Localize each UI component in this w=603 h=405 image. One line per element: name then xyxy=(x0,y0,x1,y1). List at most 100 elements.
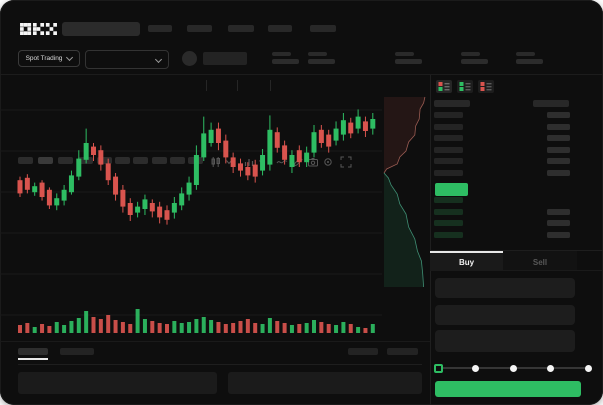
amount-slider[interactable] xyxy=(430,358,600,378)
volume-bar xyxy=(135,309,140,333)
stat-group-2 xyxy=(308,52,335,64)
settings-icon[interactable] xyxy=(322,156,334,168)
chart-bottom-divider xyxy=(0,341,430,342)
price-input[interactable] xyxy=(435,278,575,298)
ask-row[interactable] xyxy=(434,158,570,165)
line-style-icon[interactable] xyxy=(276,156,288,168)
volume-bar xyxy=(150,321,155,333)
search-input[interactable] xyxy=(62,22,140,36)
candle-body xyxy=(318,129,324,143)
timeframe-button-6[interactable] xyxy=(115,157,130,164)
slider-stop-dot[interactable] xyxy=(472,364,479,372)
volume-bar xyxy=(157,323,162,333)
volume-bar xyxy=(312,320,316,333)
volume-bar xyxy=(326,324,331,333)
slider-stop-dot[interactable] xyxy=(584,364,592,372)
candle-body xyxy=(157,206,163,218)
ask-row[interactable] xyxy=(434,112,570,118)
candles-interval-icon[interactable] xyxy=(210,156,222,168)
candle-body xyxy=(54,198,60,206)
order-book-panel xyxy=(430,75,603,251)
candle-body xyxy=(326,134,332,147)
tab-buy[interactable]: Buy xyxy=(430,251,503,271)
orders-table-left-placeholder xyxy=(18,372,217,394)
orderbook-view-combined-icon[interactable] xyxy=(436,80,452,93)
volume-bar xyxy=(267,318,272,333)
buy-submit-button[interactable] xyxy=(435,381,581,397)
orderbook-bids xyxy=(434,197,570,243)
nav-item-1[interactable] xyxy=(148,25,172,32)
timeframe-button-4[interactable] xyxy=(78,157,93,164)
timeframe-button-1[interactable] xyxy=(18,157,33,164)
volume-bar xyxy=(304,323,309,333)
candle-body xyxy=(223,140,229,158)
orders-tab-2[interactable] xyxy=(60,348,94,355)
depth-asks-area xyxy=(384,97,425,173)
ask-row[interactable] xyxy=(434,169,570,176)
candle-body xyxy=(113,176,119,195)
slider-stop-dot[interactable] xyxy=(547,364,554,372)
volume-bar xyxy=(91,317,96,333)
orders-tab-active[interactable] xyxy=(18,348,48,355)
orders-action-2[interactable] xyxy=(387,348,418,355)
total-input[interactable] xyxy=(435,330,575,352)
tab-sell[interactable]: Sell xyxy=(503,251,577,271)
timeframe-button-9[interactable] xyxy=(170,157,185,164)
volume-bar xyxy=(275,321,280,333)
stat-group-1 xyxy=(272,52,299,64)
candle-body xyxy=(135,206,141,213)
candlestick-chart[interactable] xyxy=(0,95,430,341)
candle-body xyxy=(91,146,96,155)
timeframe-button-7[interactable] xyxy=(133,157,148,164)
volume-bar xyxy=(334,325,339,333)
amount-input[interactable] xyxy=(435,305,575,325)
toolbar-divider xyxy=(237,80,238,91)
timeframe-button-5[interactable] xyxy=(97,157,112,164)
nav-item-3[interactable] xyxy=(228,25,254,32)
bid-row[interactable] xyxy=(434,231,570,238)
nav-item-2[interactable] xyxy=(187,25,212,32)
volume-bar xyxy=(47,326,52,333)
candle-body xyxy=(304,152,310,163)
orderbook-price-header xyxy=(434,100,470,107)
bid-row[interactable] xyxy=(434,220,570,227)
fullscreen-icon[interactable] xyxy=(340,156,352,168)
bid-row[interactable] xyxy=(434,208,570,215)
price-placeholder xyxy=(434,231,463,238)
nav-item-5[interactable] xyxy=(310,25,336,32)
timeframe-button-2-active[interactable] xyxy=(38,157,53,164)
orderbook-asks xyxy=(434,112,570,182)
coin-icon xyxy=(182,51,197,66)
orderbook-view-asks-icon[interactable] xyxy=(478,80,494,93)
candle-body xyxy=(39,182,45,197)
candle-body xyxy=(362,121,368,131)
slider-stop-dot[interactable] xyxy=(509,364,517,372)
volume-bar xyxy=(69,321,74,333)
pair-selector-dropdown[interactable] xyxy=(85,50,169,69)
timeframe-button-8[interactable] xyxy=(152,157,167,164)
timeframe-button-3[interactable] xyxy=(58,157,73,164)
candle-body xyxy=(311,132,317,153)
last-price-highlight[interactable] xyxy=(435,183,468,196)
candle-body xyxy=(296,150,302,163)
volume-bar xyxy=(348,324,353,333)
orderbook-view-bids-icon[interactable] xyxy=(457,80,473,93)
price-placeholder xyxy=(434,197,463,203)
slider-handle[interactable] xyxy=(433,363,443,373)
ask-row[interactable] xyxy=(434,123,570,130)
volume-bar xyxy=(297,324,302,333)
camera-icon[interactable] xyxy=(307,156,319,168)
okx-logo[interactable] xyxy=(20,23,57,35)
ask-row[interactable] xyxy=(434,146,570,153)
nav-item-4[interactable] xyxy=(268,25,292,32)
bid-row[interactable] xyxy=(434,197,570,203)
indicator-icon[interactable] xyxy=(243,156,255,168)
candle-body xyxy=(282,145,288,160)
ask-row[interactable] xyxy=(434,135,570,142)
volume-bar xyxy=(54,322,59,333)
volume-bar xyxy=(18,325,22,333)
orders-action-1[interactable] xyxy=(348,348,378,355)
candle-body xyxy=(68,175,74,193)
trading-mode-selector[interactable]: Spot Trading xyxy=(18,50,80,67)
stat-group-4 xyxy=(461,52,488,64)
